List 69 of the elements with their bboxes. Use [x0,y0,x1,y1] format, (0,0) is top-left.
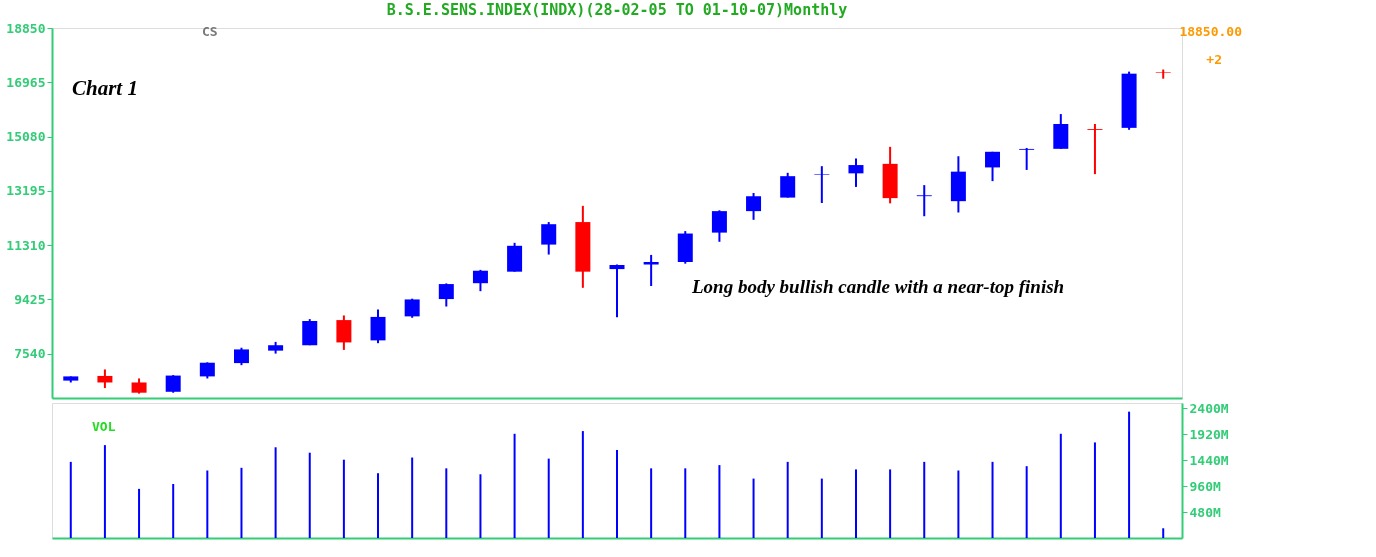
bar [923,461,926,538]
bar [479,474,482,538]
bar [786,461,789,538]
y-tick-label: 9425 [14,291,46,307]
bar [650,468,653,538]
bar [206,470,209,538]
bar [274,447,277,538]
candlestick [370,308,386,345]
y-tick-label: 16965 [6,74,46,90]
y2-tick-label: 480M [1189,504,1221,520]
bar [69,461,72,538]
candlestick [472,268,488,293]
bar [684,468,687,538]
candlestick [814,165,830,204]
bar [854,469,857,538]
bar [513,433,516,538]
y-tick-label: 11310 [6,237,46,253]
text: +2 [1206,52,1222,67]
bar [411,457,414,538]
candlestick [848,157,864,188]
candlestick [711,209,727,243]
bar [103,445,106,538]
bar [752,478,755,538]
candlestick [985,150,1001,183]
y-tick-label: 15080 [6,129,46,145]
bar [172,484,175,538]
bar [138,488,141,538]
candlestick [1087,123,1103,176]
y2-tick-label: 1440M [1189,452,1229,468]
bar [547,458,550,538]
candlestick [438,282,454,308]
annotation: Long body bullish candle with a near-top finish [691,276,1065,297]
bar [991,461,994,538]
bar [581,431,584,538]
bar [1093,442,1096,538]
bar [1025,466,1028,538]
bar [377,473,380,538]
candlestick [746,192,762,221]
bar [718,465,721,538]
bar [445,468,448,538]
bar [342,459,345,538]
y-tick-label: 18850 [6,20,46,36]
bar [889,469,892,538]
annotation: CS [202,24,218,39]
y2-tick-label: 960M [1189,478,1221,494]
bar [308,452,311,538]
y2-tick-label: 2400M [1189,400,1229,416]
bar [820,478,823,538]
chart-title: B.S.E.SENS.INDEX(INDX)(28-02-05 TO 01-10-07)Monthly [386,1,848,19]
y-tick-label: 13195 [6,183,46,199]
annotation: Chart 1 [72,76,138,100]
candlestick [336,314,352,351]
bar [1162,528,1165,538]
y-tick-label: 7540 [14,346,46,362]
candlestick [541,221,557,256]
candlestick [1019,146,1035,171]
y2-tick-label: 1920M [1189,426,1229,442]
bar [1128,411,1131,538]
bar [240,467,243,538]
candlestick [643,253,659,288]
candlestick [97,368,113,390]
bar [957,470,960,538]
annotation: 18850.00 [1179,24,1243,39]
candlestick [609,263,625,319]
bar [616,449,618,538]
candlestick [916,184,932,218]
candlestick [780,171,796,199]
bar [1059,433,1062,538]
annotation: VOL [92,419,116,434]
